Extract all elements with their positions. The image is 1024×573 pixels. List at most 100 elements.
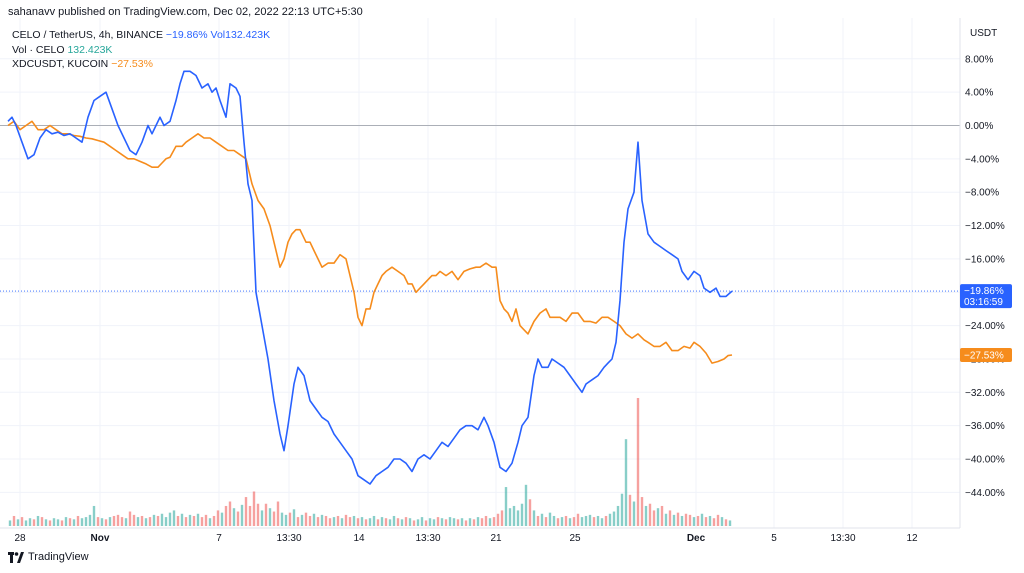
volume-bar <box>456 519 460 526</box>
volume-bar <box>144 518 148 526</box>
legend-celo-change: −19.86% <box>165 29 208 41</box>
volume-bar <box>528 499 532 526</box>
volume-bar <box>316 517 320 526</box>
volume-bar <box>596 515 600 526</box>
volume-bar <box>376 519 380 526</box>
volume-bar <box>68 518 72 526</box>
volume-bar <box>36 515 40 526</box>
volume-bar <box>328 518 332 526</box>
publisher-line: sahanavv published on TradingView.com, D… <box>8 6 363 18</box>
volume-bar <box>132 514 136 526</box>
volume-bar <box>260 510 264 526</box>
x-tick-label: 13:30 <box>415 533 440 544</box>
volume-bar <box>288 512 292 526</box>
volume-bar <box>312 513 316 526</box>
volume-bar <box>88 514 92 526</box>
volume-bar <box>684 513 688 526</box>
volume-bar <box>100 518 104 526</box>
volume-bar <box>304 512 308 526</box>
legend-celo-title: CELO / TetherUS, 4h, BINANCE <box>12 29 163 41</box>
volume-bar <box>636 398 640 526</box>
footer-brand[interactable]: TradingView <box>8 551 89 563</box>
volume-bar <box>648 503 652 526</box>
volume-bar <box>680 515 684 526</box>
volume-bar <box>332 517 336 526</box>
volume-bars <box>8 398 732 526</box>
volume-bar <box>188 514 192 526</box>
volume-bar <box>120 517 124 526</box>
volume-bar <box>408 518 412 526</box>
volume-bar <box>500 510 504 526</box>
volume-bar <box>196 513 200 526</box>
volume-bar <box>536 515 540 526</box>
volume-bar <box>264 503 268 526</box>
volume-bar <box>460 518 464 526</box>
volume-bar <box>56 519 60 526</box>
volume-bar <box>396 518 400 526</box>
volume-bar <box>180 513 184 526</box>
legend-row-xdc[interactable]: XDCUSDT, KUCOIN −27.53% <box>12 57 270 72</box>
volume-bar <box>616 505 620 526</box>
volume-bar <box>200 517 204 526</box>
volume-bar <box>104 519 108 526</box>
volume-bar <box>532 510 536 526</box>
volume-bar <box>544 517 548 526</box>
volume-bar <box>620 493 624 526</box>
volume-bar <box>488 518 492 526</box>
y-tick-label: −8.00% <box>965 188 999 199</box>
volume-bar <box>568 518 572 526</box>
volume-bar <box>268 508 272 526</box>
volume-bar <box>516 510 520 526</box>
chart-legend: CELO / TetherUS, 4h, BINANCE −19.86% Vol… <box>12 28 270 72</box>
y-tick-label: −32.00% <box>965 388 1005 399</box>
y-axis-unit: USDT <box>970 28 997 39</box>
volume-bar <box>64 517 68 526</box>
x-axis-ticks: 28 Nov 7 13:30 14 13:30 21 25 Dec 5 13:30 12 <box>14 533 918 544</box>
volume-bar <box>324 515 328 526</box>
volume-bar <box>484 515 488 526</box>
x-tick-label: 25 <box>569 533 581 544</box>
volume-bar <box>140 515 144 526</box>
volume-bar <box>272 511 276 526</box>
volume-bar <box>16 519 20 526</box>
volume-bar <box>400 519 404 526</box>
xdc-last-label-bg <box>960 348 1012 363</box>
volume-bar <box>728 520 732 526</box>
volume-bar <box>252 491 256 526</box>
volume-bar <box>632 501 636 526</box>
volume-bar <box>248 505 252 526</box>
volume-bar <box>220 512 224 526</box>
y-tick-label: 4.00% <box>965 88 993 99</box>
volume-bar <box>108 517 112 526</box>
volume-bar <box>96 517 100 526</box>
volume-bar <box>80 518 84 526</box>
volume-bar <box>384 518 388 526</box>
volume-bar <box>280 512 284 526</box>
volume-bar <box>84 517 88 526</box>
volume-bar <box>292 509 296 526</box>
volume-bar <box>480 518 484 526</box>
volume-bar <box>388 519 392 526</box>
volume-bar <box>32 519 36 526</box>
last-value-labels: −19.86%03:16:59 −27.53% <box>960 284 1012 363</box>
legend-xdc-title: XDCUSDT, KUCOIN <box>12 58 109 70</box>
volume-bar <box>300 514 304 526</box>
volume-bar <box>580 517 584 526</box>
volume-bar <box>128 511 132 526</box>
volume-bar <box>184 517 188 526</box>
volume-bar <box>164 517 168 526</box>
volume-bar <box>204 514 208 526</box>
legend-row-volume[interactable]: Vol · CELO 132.423K <box>12 43 270 58</box>
x-tick-label: 12 <box>906 533 918 544</box>
volume-bar <box>548 512 552 526</box>
volume-bar <box>356 518 360 526</box>
volume-bar <box>320 514 324 526</box>
legend-row-celo[interactable]: CELO / TetherUS, 4h, BINANCE −19.86% Vol… <box>12 28 270 43</box>
celo-countdown-label: 03:16:59 <box>964 297 1003 308</box>
volume-bar <box>504 487 508 526</box>
volume-bar <box>296 517 300 526</box>
volume-bar <box>172 510 176 526</box>
volume-bar <box>8 520 12 526</box>
tradingview-logo-icon <box>8 551 24 563</box>
